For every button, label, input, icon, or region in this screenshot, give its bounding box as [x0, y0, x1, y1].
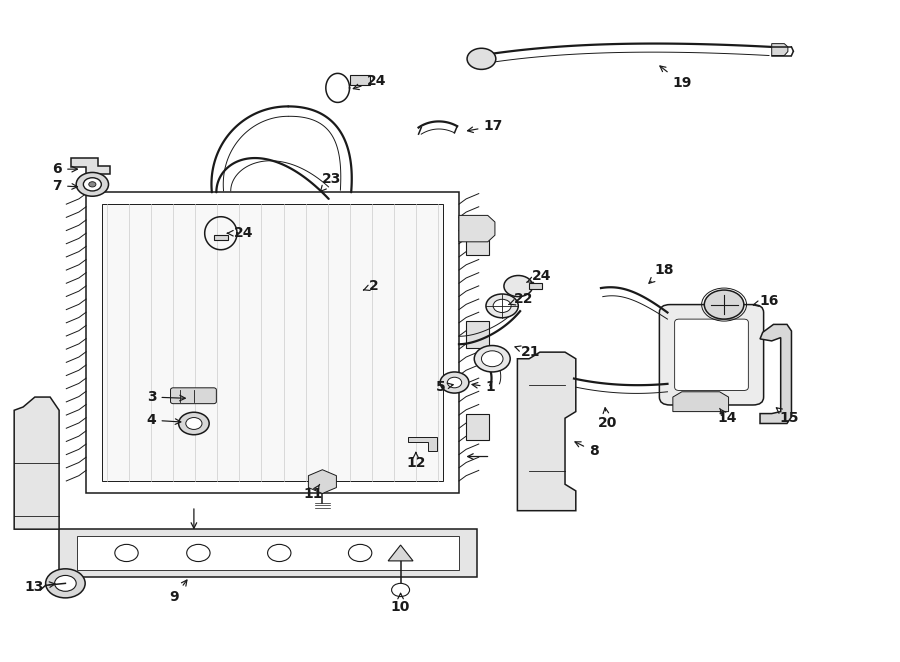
Text: 10: 10	[391, 593, 410, 614]
Circle shape	[467, 48, 496, 70]
Circle shape	[447, 377, 462, 388]
FancyBboxPatch shape	[660, 305, 763, 405]
Polygon shape	[71, 158, 111, 173]
Polygon shape	[459, 215, 495, 242]
Text: 22: 22	[508, 293, 534, 307]
Circle shape	[178, 412, 209, 435]
Bar	[213, 234, 228, 240]
Text: 5: 5	[436, 380, 454, 394]
Circle shape	[55, 575, 76, 591]
FancyBboxPatch shape	[170, 388, 216, 404]
Circle shape	[267, 544, 291, 561]
Circle shape	[392, 583, 410, 596]
Text: 21: 21	[515, 345, 541, 359]
Text: 14: 14	[717, 408, 736, 425]
Text: 18: 18	[649, 263, 673, 283]
Bar	[466, 321, 489, 348]
Polygon shape	[408, 437, 436, 451]
Text: 17: 17	[467, 119, 503, 133]
Bar	[350, 75, 370, 85]
Circle shape	[504, 275, 533, 297]
Text: 4: 4	[147, 413, 181, 427]
Text: 12: 12	[406, 453, 426, 470]
FancyBboxPatch shape	[675, 319, 748, 391]
Text: 11: 11	[303, 485, 323, 501]
Circle shape	[705, 290, 743, 319]
Circle shape	[493, 299, 511, 312]
Polygon shape	[771, 44, 788, 56]
Text: 19: 19	[660, 66, 691, 90]
Circle shape	[115, 544, 139, 561]
Bar	[103, 204, 443, 481]
Bar	[59, 529, 477, 577]
Bar	[77, 536, 459, 570]
Circle shape	[84, 177, 102, 191]
Polygon shape	[518, 352, 576, 510]
Text: 1: 1	[472, 380, 495, 394]
Text: 3: 3	[147, 390, 185, 404]
Circle shape	[89, 181, 96, 187]
Circle shape	[486, 294, 518, 318]
Text: 20: 20	[598, 408, 616, 430]
Text: 15: 15	[777, 408, 799, 425]
Circle shape	[348, 544, 372, 561]
Bar	[86, 192, 459, 493]
Text: 24: 24	[354, 74, 386, 89]
Text: 13: 13	[24, 580, 55, 594]
Text: 23: 23	[320, 172, 341, 191]
Text: 7: 7	[52, 179, 77, 193]
Circle shape	[482, 351, 503, 367]
Circle shape	[440, 372, 469, 393]
Circle shape	[46, 569, 86, 598]
Text: 16: 16	[753, 295, 778, 308]
Text: 9: 9	[169, 580, 187, 604]
Text: 6: 6	[52, 162, 77, 176]
Polygon shape	[673, 392, 729, 412]
Text: 2: 2	[364, 279, 379, 293]
Circle shape	[186, 544, 210, 561]
Polygon shape	[760, 324, 791, 424]
Circle shape	[185, 418, 202, 430]
Text: 8: 8	[575, 442, 598, 458]
Text: 24: 24	[228, 226, 253, 240]
Polygon shape	[14, 397, 59, 529]
Text: 24: 24	[526, 269, 552, 283]
Circle shape	[76, 173, 109, 196]
Bar	[529, 283, 542, 289]
Bar	[466, 414, 489, 440]
Bar	[466, 228, 489, 255]
Circle shape	[474, 346, 510, 372]
